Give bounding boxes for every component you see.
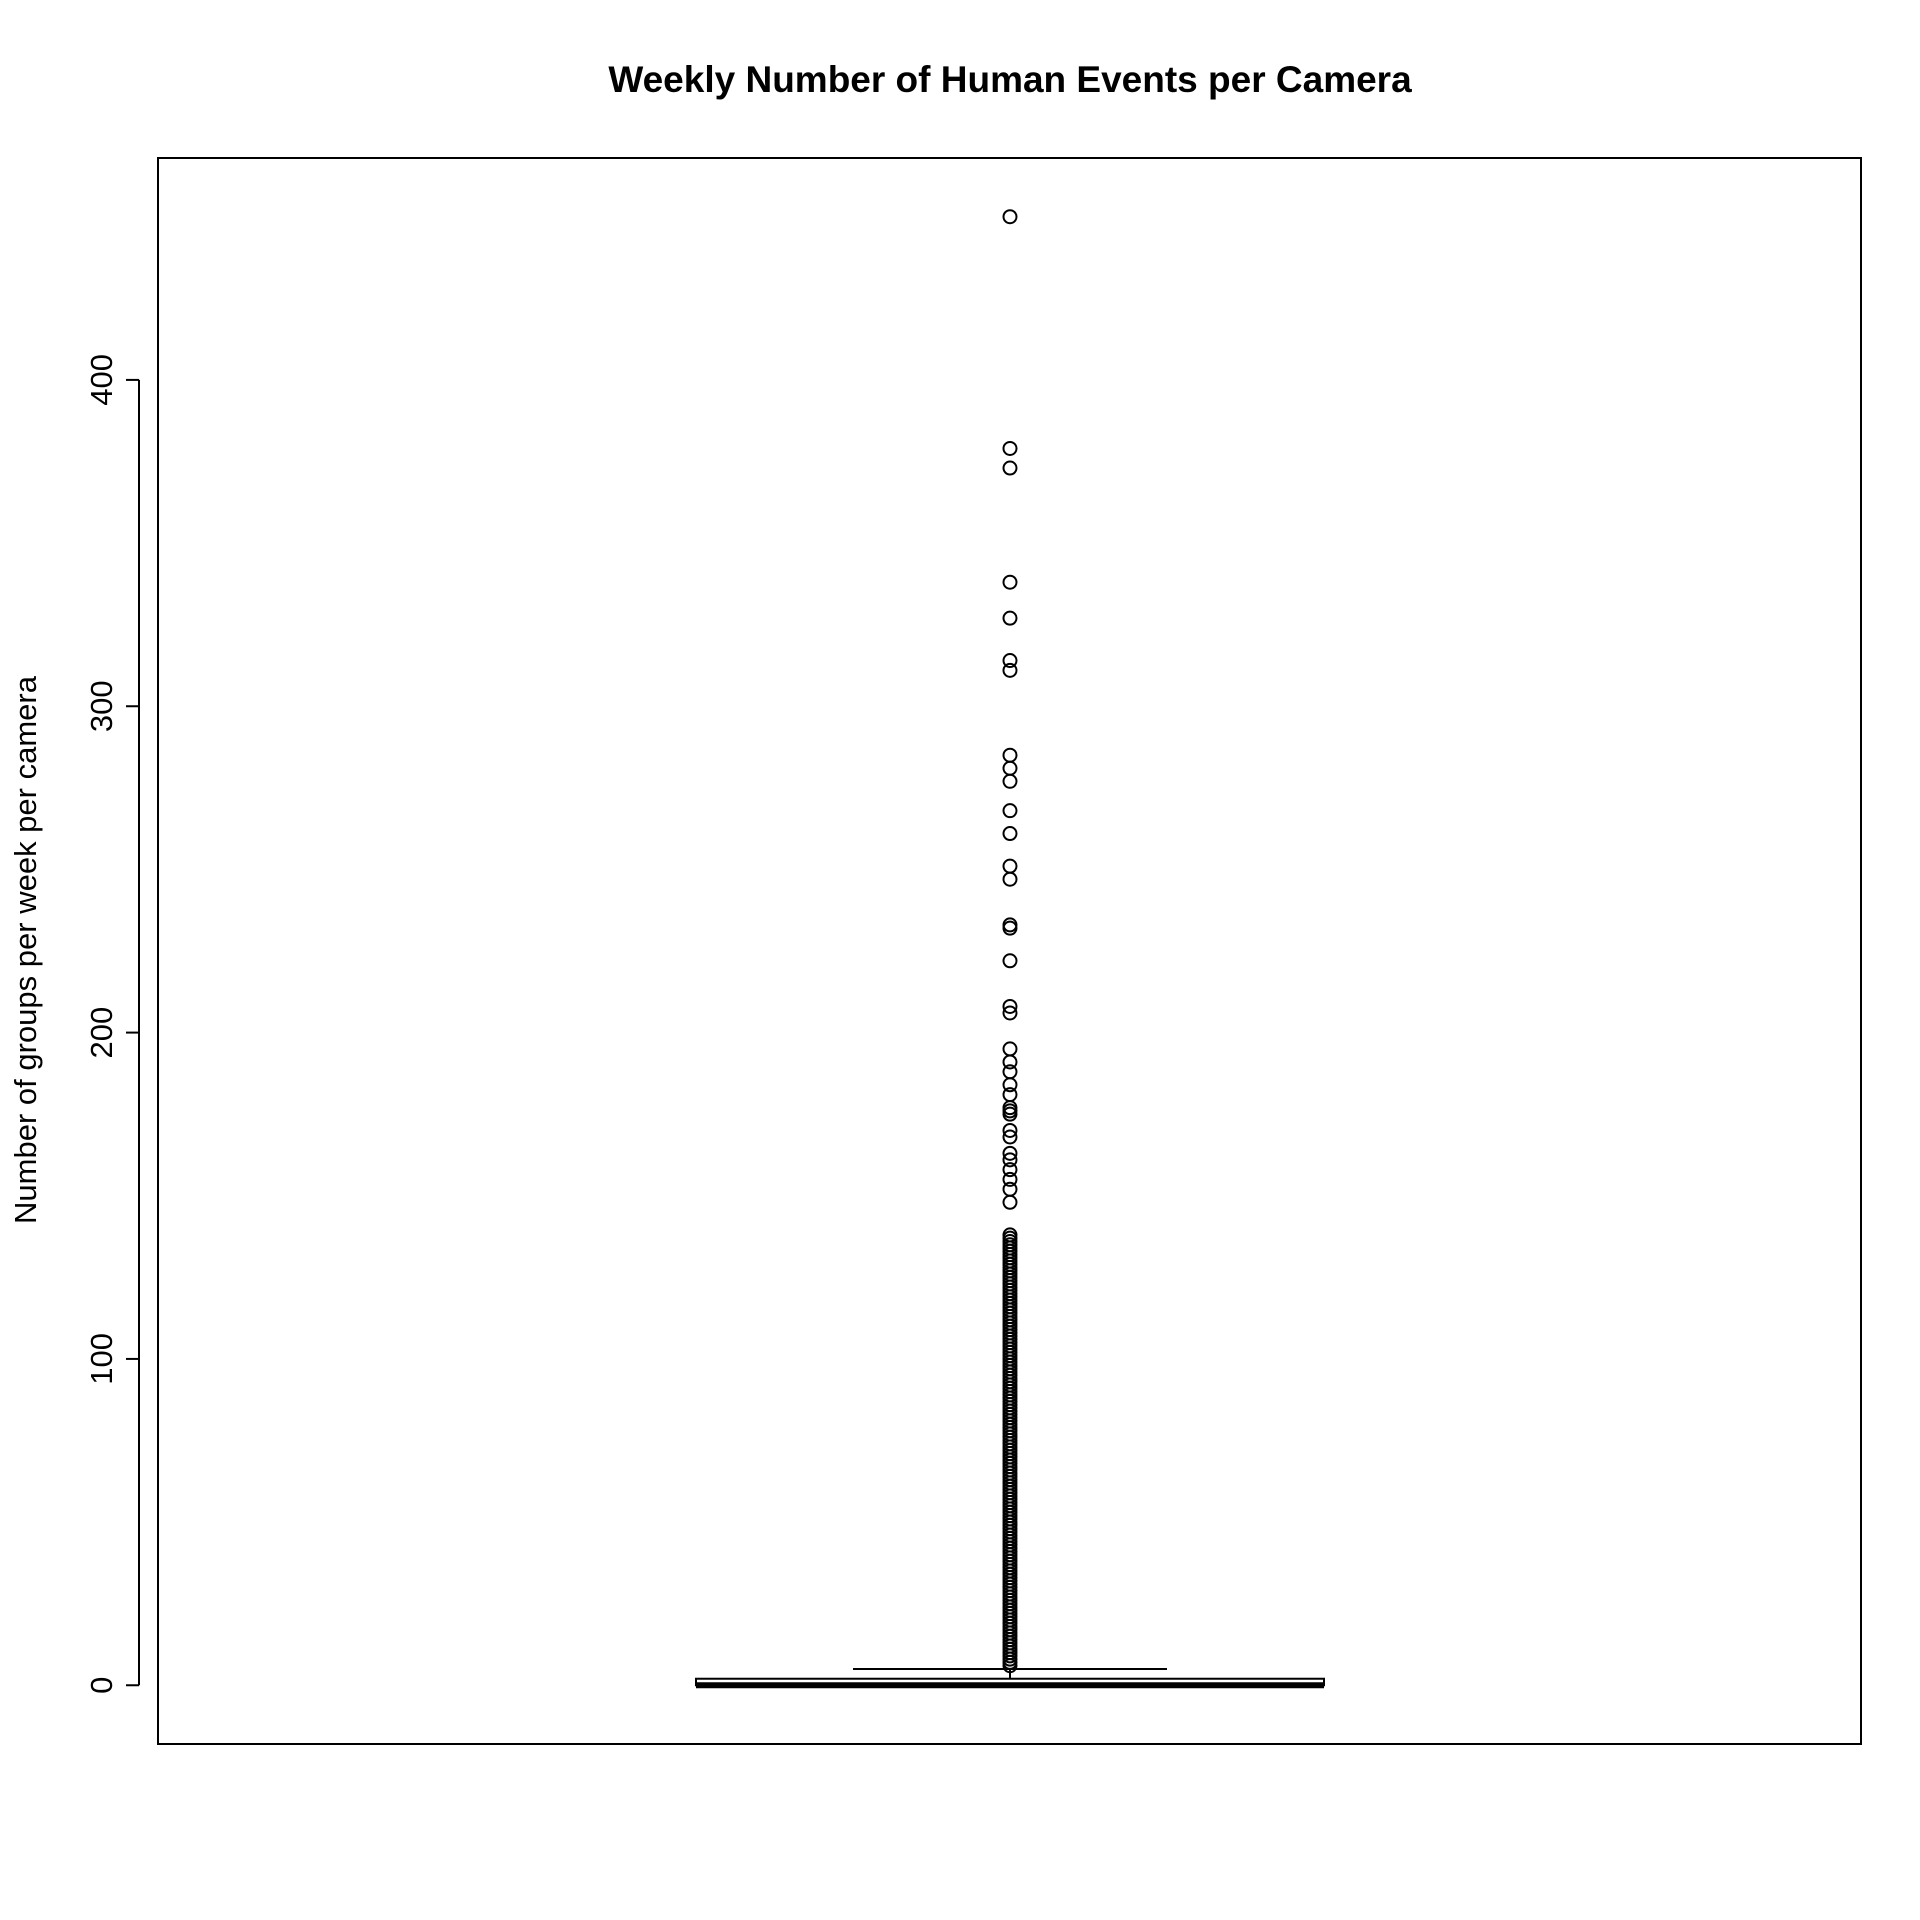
y-tick-label: 200 xyxy=(84,1007,119,1059)
outlier-point xyxy=(1002,858,1018,874)
outlier-point xyxy=(1002,440,1018,456)
outlier-point xyxy=(1002,953,1018,969)
outlier-point xyxy=(1002,1171,1018,1187)
outlier-point xyxy=(1002,1162,1018,1178)
outlier-point xyxy=(1002,460,1018,476)
outlier-point xyxy=(1002,1064,1018,1080)
outlier-point xyxy=(1002,209,1018,225)
outlier-point xyxy=(1002,760,1018,776)
y-axis-label: Number of groups per week per camera xyxy=(8,675,43,1224)
outlier-point xyxy=(1002,653,1018,669)
outlier-point xyxy=(1002,1054,1018,1070)
outlier-point xyxy=(1002,1106,1018,1122)
outlier-point xyxy=(1002,747,1018,763)
outlier-point xyxy=(1002,1181,1018,1197)
y-tick-label: 400 xyxy=(84,354,119,406)
outlier-point xyxy=(1002,662,1018,678)
outlier-point xyxy=(1002,1005,1018,1021)
outlier-point xyxy=(1002,610,1018,626)
outlier-point xyxy=(1002,871,1018,887)
y-tick-label: 300 xyxy=(84,680,119,732)
box-element xyxy=(695,1667,1325,1689)
outlier-point xyxy=(1002,1087,1018,1103)
outlier-point xyxy=(1002,574,1018,590)
outlier-point xyxy=(1002,1129,1018,1145)
y-tick-label: 0 xyxy=(84,1677,119,1694)
y-tick-label: 100 xyxy=(84,1333,119,1385)
plot-frame xyxy=(157,157,1862,1745)
outlier-point xyxy=(1002,1145,1018,1161)
outlier-point xyxy=(1002,998,1018,1014)
outlier-point xyxy=(1002,1041,1018,1057)
outlier-point xyxy=(1002,1152,1018,1168)
chart-title: Weekly Number of Human Events per Camera xyxy=(608,59,1412,100)
y-axis: 0 100 200 300 400 xyxy=(84,354,140,1694)
outlier-point xyxy=(1002,1194,1018,1210)
outlier-point xyxy=(1002,803,1018,819)
outlier-point xyxy=(1002,920,1018,936)
outlier-point xyxy=(1002,1077,1018,1093)
outlier-point xyxy=(1002,1122,1018,1138)
outlier-point xyxy=(1002,773,1018,789)
outlier-point xyxy=(1002,826,1018,842)
outlier-points xyxy=(1002,209,1018,1674)
